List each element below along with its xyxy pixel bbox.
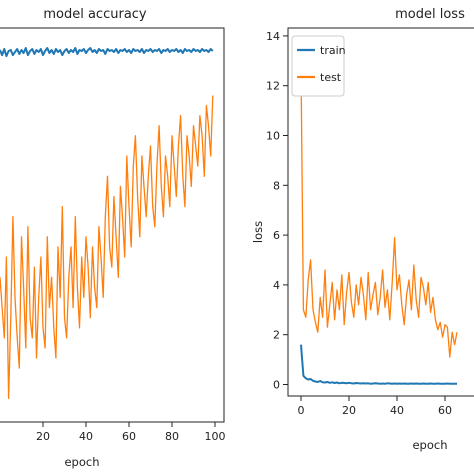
loss-x-axis-label: epoch bbox=[412, 438, 447, 452]
loss-axis-ticks: 0 20 40 60 0 2 4 6 8 10 12 14 bbox=[266, 30, 452, 417]
loss-y-axis-label: loss bbox=[251, 221, 265, 243]
loss-x-tick-label: 40 bbox=[390, 404, 404, 417]
loss-series-train-line bbox=[300, 344, 457, 385]
accuracy-chart: model accuracy 20 40 60 80 100 epoch bbox=[0, 7, 226, 469]
legend-label-test: test bbox=[320, 71, 342, 84]
accuracy-x-tick-label: 100 bbox=[205, 430, 226, 443]
accuracy-series-test-line bbox=[0, 95, 214, 400]
loss-y-tick-label: 0 bbox=[273, 379, 280, 392]
accuracy-x-tick-label: 80 bbox=[165, 430, 179, 443]
loss-y-tick-label: 4 bbox=[273, 279, 280, 292]
loss-y-tick-label: 6 bbox=[273, 229, 280, 242]
legend-label-train: train bbox=[320, 44, 346, 57]
accuracy-series-lines bbox=[0, 47, 214, 400]
loss-y-tick-label: 8 bbox=[273, 179, 280, 192]
accuracy-chart-title: model accuracy bbox=[43, 7, 147, 22]
loss-legend: train test bbox=[291, 35, 346, 97]
loss-chart-title: model loss bbox=[395, 7, 465, 22]
loss-y-tick-label: 14 bbox=[266, 30, 280, 43]
accuracy-x-tick-label: 40 bbox=[79, 430, 93, 443]
loss-x-tick-label: 60 bbox=[438, 404, 452, 417]
loss-y-tick-label: 2 bbox=[273, 329, 280, 342]
loss-chart: model loss 0 20 40 60 0 2 4 6 8 10 12 14 epoch loss… bbox=[251, 7, 474, 452]
accuracy-x-tick-label: 20 bbox=[36, 430, 50, 443]
accuracy-x-ticks: 20 40 60 80 100 bbox=[36, 422, 226, 443]
loss-x-tick-label: 0 bbox=[298, 404, 305, 417]
accuracy-series-train-line bbox=[0, 47, 214, 58]
loss-x-tick-label: 20 bbox=[342, 404, 356, 417]
loss-y-tick-label: 12 bbox=[266, 80, 280, 93]
accuracy-x-axis-label: epoch bbox=[64, 455, 99, 469]
accuracy-plot-frame bbox=[0, 27, 225, 423]
loss-series-lines bbox=[300, 65, 458, 385]
loss-plot-frame bbox=[287, 27, 474, 397]
loss-series-test-line bbox=[300, 65, 458, 358]
accuracy-x-tick-label: 60 bbox=[122, 430, 136, 443]
loss-y-tick-label: 10 bbox=[266, 130, 280, 143]
